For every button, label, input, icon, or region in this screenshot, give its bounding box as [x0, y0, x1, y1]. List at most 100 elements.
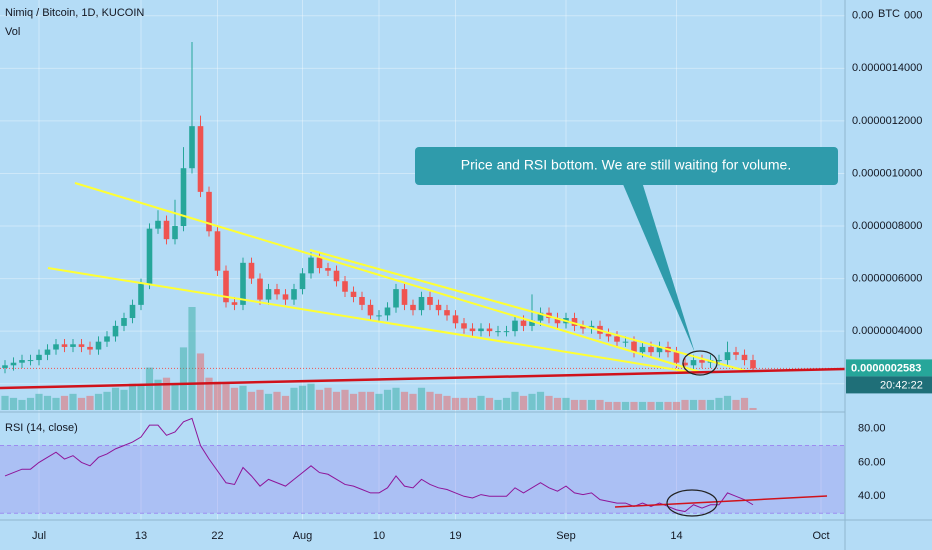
trend-line [309, 249, 751, 373]
volume-bar [596, 399, 604, 410]
volume-title: Vol [5, 26, 20, 38]
volume-bar [1, 395, 9, 410]
candle-body [189, 126, 195, 169]
callout-text: Price and RSI bottom. We are still waiti… [461, 157, 791, 173]
candle-body [580, 325, 586, 329]
candle-body [682, 362, 688, 366]
candle-body [257, 278, 263, 300]
candle-body [155, 220, 161, 229]
volume-bar [120, 389, 128, 410]
candle-body [512, 320, 518, 332]
volume-bar [162, 377, 171, 410]
volume-bar [171, 383, 179, 410]
candle-body [631, 341, 637, 353]
volume-bar [392, 387, 400, 410]
candle-body [461, 323, 467, 329]
y-tick-label: 0.0000006000 [852, 272, 922, 284]
callout [415, 147, 838, 185]
x-tick-label: Sep [556, 530, 576, 542]
rsi-title: RSI (14, close) [5, 422, 78, 434]
currency: BTC [878, 8, 900, 20]
y-tick-label: 0.0000008000 [852, 220, 922, 232]
candle-body [325, 268, 331, 271]
volume-bar [477, 395, 485, 410]
volume-bar [247, 391, 256, 410]
volume-bar [579, 399, 587, 410]
candle-body [733, 352, 739, 355]
candle-body [656, 346, 663, 353]
rsi-tick-label: 40.00 [858, 490, 886, 502]
volume-bar [111, 387, 120, 410]
candle-body [367, 304, 374, 316]
volume-bar [383, 389, 392, 410]
volume-bar [366, 391, 375, 410]
candle-body [61, 344, 68, 347]
candle-body [180, 168, 187, 227]
volume-bar [485, 397, 494, 410]
volume-bar [502, 397, 511, 410]
x-tick-label: Jul [32, 530, 46, 542]
candle-body [316, 257, 323, 269]
candle-body [673, 352, 680, 363]
candle-body [129, 304, 136, 319]
candle-body [44, 349, 51, 355]
volume-bar [315, 389, 324, 410]
candle-body [571, 318, 578, 326]
y-tick-label: 0.0000010000 [852, 167, 922, 179]
candle-body [469, 328, 476, 332]
volume-bar [740, 397, 749, 410]
x-tick-label: 22 [211, 530, 223, 542]
volume-bar [375, 393, 383, 410]
candle-body [333, 270, 340, 282]
x-tick-label: 13 [135, 530, 147, 542]
candle-body [716, 360, 722, 362]
volume-bar [9, 397, 18, 410]
candle-body [452, 315, 459, 324]
candle-body [427, 296, 433, 305]
candle-body [104, 336, 110, 342]
candle-body [27, 360, 34, 362]
volume-bar [511, 391, 519, 410]
candle-body [291, 289, 297, 300]
candles [2, 42, 756, 374]
volume-bar [264, 393, 273, 410]
volume-bar [230, 387, 239, 410]
candle-body [95, 341, 102, 350]
candle-body [172, 226, 178, 240]
candle-body [393, 289, 399, 308]
x-tick-label: Oct [812, 530, 829, 542]
volume-bar [256, 389, 264, 410]
candle-body [699, 360, 705, 363]
symbol-title: Nimiq / Bitcoin, 1D, KUCOIN [5, 7, 144, 19]
candle-body [248, 262, 255, 279]
rsi-line [4, 417, 754, 513]
candle-body [53, 344, 59, 350]
candle-body [240, 262, 246, 305]
candle-body [78, 344, 85, 347]
volume-bar [681, 399, 689, 410]
volume-bar [26, 397, 35, 410]
volume-bar [281, 395, 290, 410]
rsi-ellipse [666, 489, 718, 517]
candle-body [19, 360, 25, 363]
volume-bar [77, 397, 86, 410]
candle-body [282, 294, 289, 300]
volume-bar [434, 393, 443, 410]
volume-bar [664, 401, 672, 410]
volume-bar [179, 347, 188, 410]
candle-body [36, 354, 42, 361]
volume-bar [460, 397, 468, 410]
candle-body [376, 315, 382, 317]
volume-bar [655, 401, 664, 410]
volume-bar [604, 401, 613, 410]
volume-bar [239, 385, 247, 410]
candle-body [520, 320, 527, 326]
volume-bar [409, 393, 417, 410]
trend-line [74, 182, 701, 373]
candle-body [384, 307, 391, 316]
volume-bar [715, 397, 723, 410]
candle-body [112, 325, 119, 337]
candle-body [231, 302, 238, 305]
